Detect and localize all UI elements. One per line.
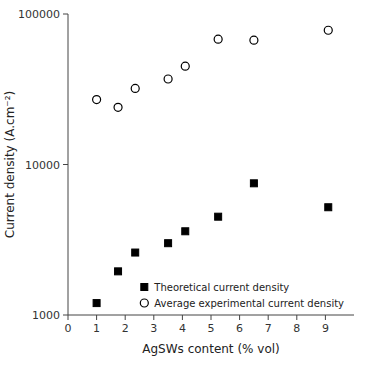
x-tick xyxy=(268,315,269,320)
x-tick xyxy=(325,315,326,320)
x-tick xyxy=(125,315,126,320)
y-tick xyxy=(63,164,68,165)
series xyxy=(93,26,333,111)
y-tick xyxy=(63,315,68,316)
plot-area xyxy=(93,26,333,306)
y-axis-label: Current density (A.cm⁻²) xyxy=(3,91,17,238)
point xyxy=(93,300,100,307)
x-tick-label: 0 xyxy=(65,322,72,335)
point xyxy=(114,103,122,111)
point xyxy=(115,268,122,275)
x-tick xyxy=(239,315,240,320)
point xyxy=(181,62,189,70)
x-tick-label: 3 xyxy=(150,322,157,335)
x-tick xyxy=(296,315,297,320)
y-tick-label: 10000 xyxy=(25,159,60,172)
point xyxy=(214,35,222,43)
point xyxy=(215,213,222,220)
point xyxy=(164,75,172,83)
x-tick-label: 8 xyxy=(293,322,300,335)
x-tick xyxy=(96,315,97,320)
point xyxy=(325,204,332,211)
point xyxy=(324,26,332,34)
legend: Theoretical current density Average exper… xyxy=(140,282,344,309)
legend-label: Theoretical current density xyxy=(153,282,289,293)
point xyxy=(182,228,189,235)
x-axis-label: AgSWs content (% vol) xyxy=(142,342,280,356)
y-tick xyxy=(63,14,68,15)
x-tick-label: 5 xyxy=(208,322,215,335)
point xyxy=(131,84,139,92)
legend-marker xyxy=(140,299,148,307)
point xyxy=(250,180,257,187)
y-tick-label: 1000 xyxy=(32,309,60,322)
x-tick-label: 9 xyxy=(322,322,329,335)
chart: 0 1 2 3 4 5 6 7 8 9 1000 10000 100000 AgSWs content (… xyxy=(0,0,370,365)
legend-label: Average experimental current density xyxy=(154,298,344,309)
x-tick-label: 6 xyxy=(236,322,243,335)
point xyxy=(93,96,101,104)
point xyxy=(250,36,258,44)
x-tick-label: 1 xyxy=(93,322,100,335)
x-tick xyxy=(68,315,69,320)
legend-marker xyxy=(141,284,148,291)
series xyxy=(93,180,332,307)
x-tick-label: 4 xyxy=(179,322,186,335)
legend-item: Theoretical current density xyxy=(141,282,290,293)
point xyxy=(132,249,139,256)
point xyxy=(165,240,172,247)
x-tick-label: 7 xyxy=(265,322,272,335)
y-tick-label: 100000 xyxy=(18,8,60,21)
x-tick-label: 2 xyxy=(122,322,129,335)
background xyxy=(0,0,370,365)
x-tick xyxy=(153,315,154,320)
x-tick xyxy=(182,315,183,320)
legend-item: Average experimental current density xyxy=(140,298,344,309)
x-tick xyxy=(211,315,212,320)
